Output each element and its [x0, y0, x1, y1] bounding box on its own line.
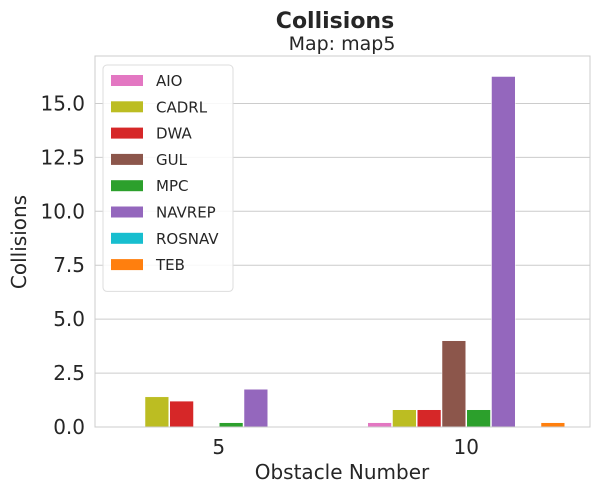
bar-aio-10: [367, 422, 392, 428]
chart-subtitle: Map: map5: [289, 33, 396, 55]
legend-swatch-navrep: [111, 206, 143, 218]
legend-label-teb: TEB: [155, 256, 185, 274]
bar-dwa-5: [169, 400, 194, 428]
bar-navrep-5: [243, 389, 268, 428]
y-tick-label: 12.5: [40, 145, 85, 169]
legend-swatch-gul: [111, 153, 143, 165]
legend-label-navrep: NAVREP: [156, 204, 216, 222]
bar-cadrl-10: [392, 409, 417, 428]
y-tick-label: 5.0: [53, 307, 85, 331]
y-tick-label: 0.0: [53, 415, 85, 439]
legend-label-aio: AIO: [156, 72, 183, 90]
legend-swatch-mpc: [111, 180, 143, 192]
bar-navrep-10: [491, 76, 516, 428]
legend-swatch-cadrl: [111, 101, 143, 113]
legend-label-rosnav: ROSNAV: [156, 230, 219, 248]
legend-swatch-aio: [111, 75, 143, 86]
y-tick-label: 7.5: [53, 253, 85, 277]
x-tick-label: 5: [212, 435, 225, 459]
bar-cadrl-5: [144, 396, 169, 428]
bar-teb-10: [540, 422, 565, 428]
legend-label-mpc: MPC: [156, 177, 188, 195]
bar-gul-10: [441, 340, 466, 428]
legend-label-dwa: DWA: [156, 125, 193, 143]
plot-frame: [94, 55, 591, 428]
y-tick-label: 2.5: [53, 361, 85, 385]
legend-swatch-teb: [111, 259, 143, 271]
legend-label-gul: GUL: [156, 151, 188, 169]
legend-swatch-rosnav: [111, 232, 143, 244]
y-tick-label: 15.0: [40, 91, 85, 115]
chart-title: Collisions: [276, 9, 394, 34]
bar-dwa-10: [417, 409, 442, 428]
x-tick-label: 10: [454, 435, 479, 459]
legend-swatch-dwa: [111, 127, 143, 139]
legend-label-cadrl: CADRL: [156, 98, 208, 116]
legend: AIO CADRL DWA GUL MPC NAVREP ROSNAV TEB: [102, 64, 234, 292]
bar-mpc-10: [466, 409, 491, 428]
y-tick-label: 10.0: [40, 199, 85, 223]
x-axis-label: Obstacle Number: [255, 460, 430, 484]
y-axis-label: Collisions: [7, 195, 31, 289]
bar-mpc-5: [219, 422, 244, 428]
